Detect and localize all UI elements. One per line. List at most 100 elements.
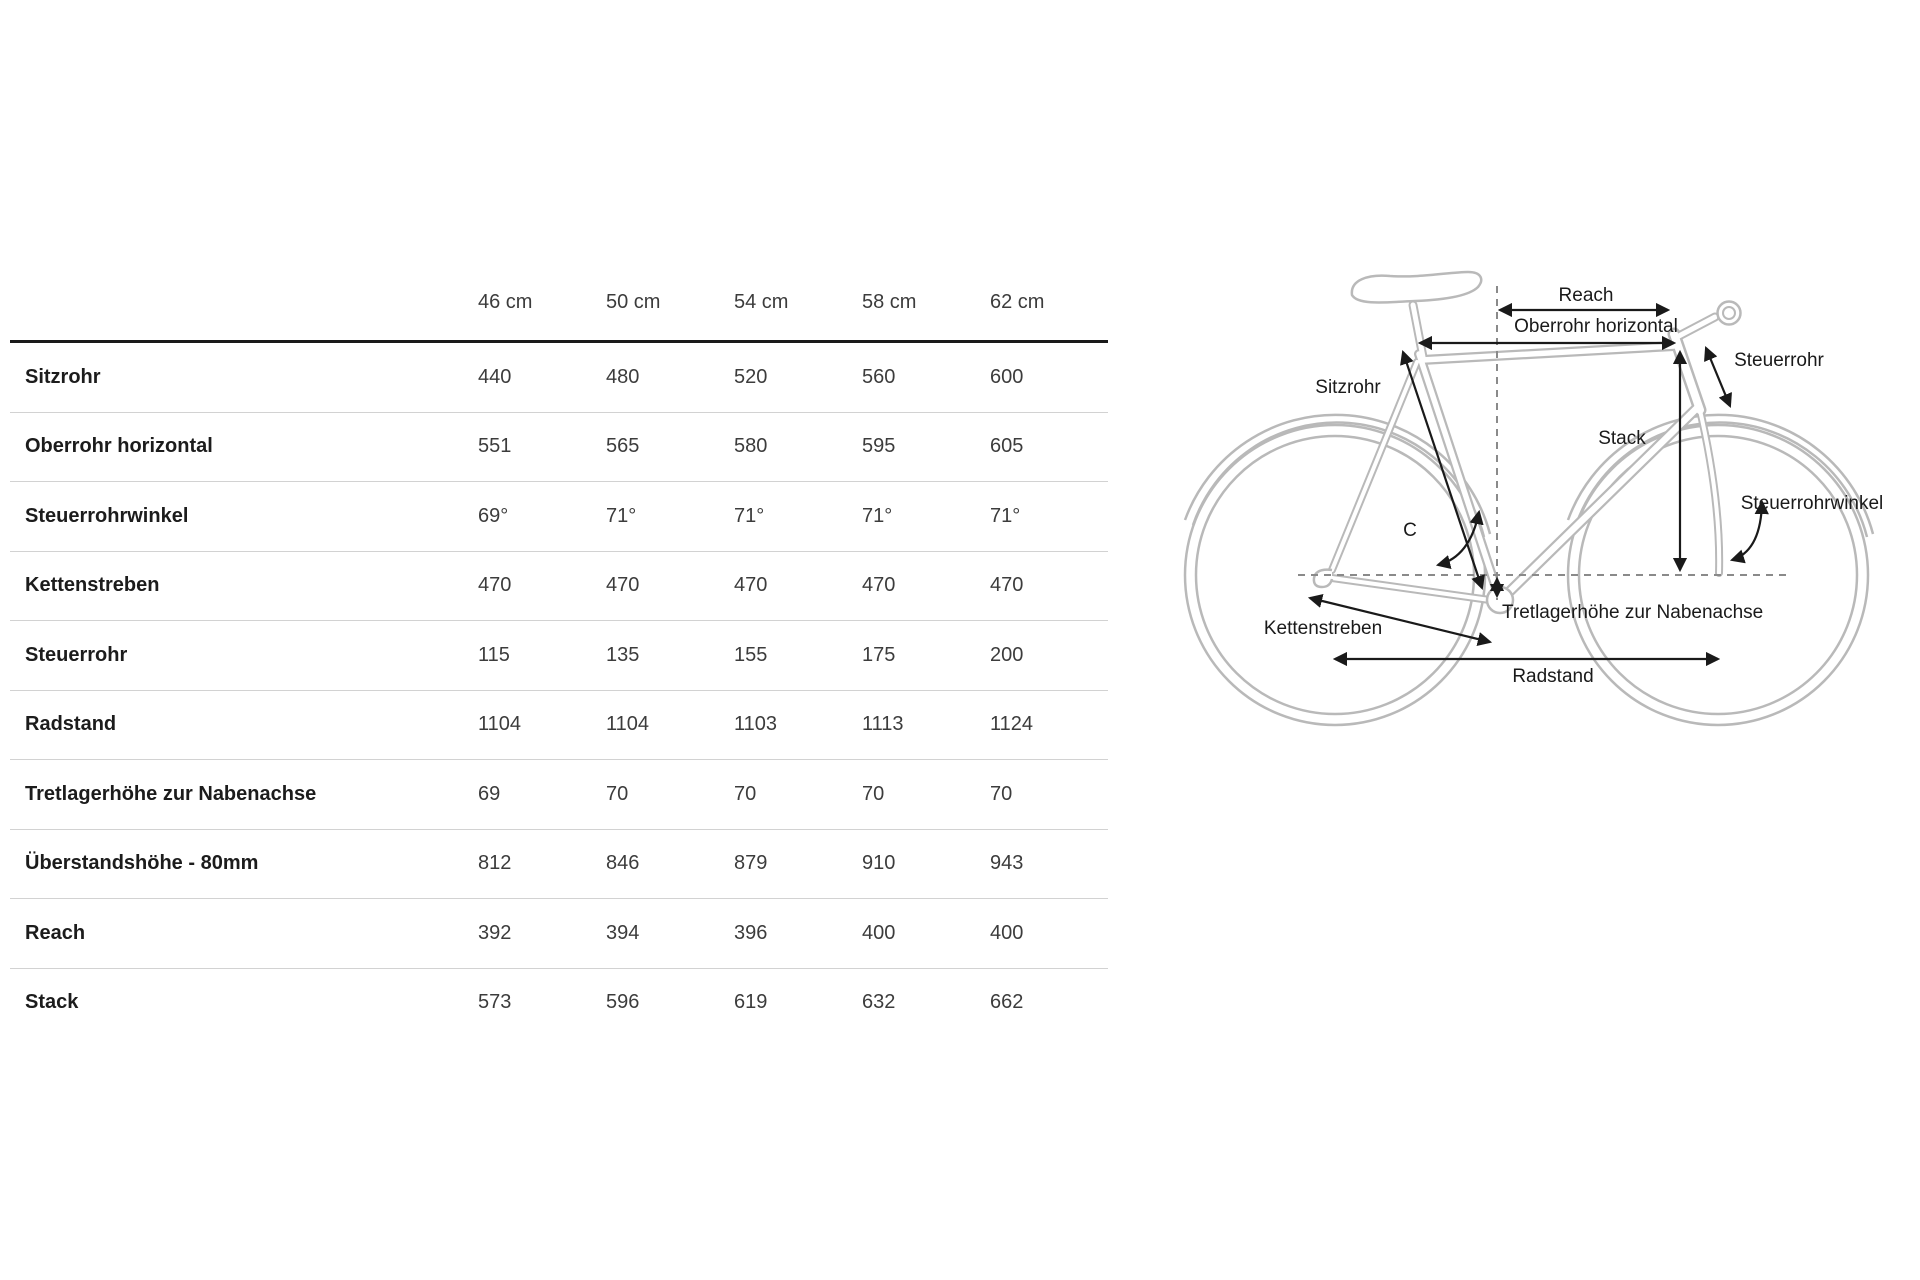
row-label: Radstand xyxy=(25,713,117,736)
handlebar-icon xyxy=(1716,300,1742,326)
table-row: Reach 392 394 396 400 400 xyxy=(10,899,1108,969)
steuerrohr-label: Steuerrohr xyxy=(1734,350,1824,371)
row-value: 71° xyxy=(990,504,1021,527)
row-label: Oberrohr horizontal xyxy=(25,435,213,458)
steuerrohrwinkel-arc xyxy=(1729,499,1769,564)
row-value: 396 xyxy=(734,921,768,944)
row-value: 71° xyxy=(862,504,893,527)
row-value: 400 xyxy=(862,921,896,944)
rear-fender-inner xyxy=(1191,421,1486,538)
row-value: 70 xyxy=(734,782,757,805)
table-row: Überstandshöhe - 80mm 812 846 879 910 943 xyxy=(10,830,1108,899)
table-row: Oberrohr horizontal 551 565 580 595 605 xyxy=(10,413,1108,482)
row-value: 400 xyxy=(990,921,1024,944)
kettenstreben-label: Kettenstreben xyxy=(1263,618,1383,639)
row-value: 70 xyxy=(606,782,629,805)
size-header-54-cm: 54 cm xyxy=(734,291,789,313)
row-value: 392 xyxy=(478,921,512,944)
steuerrohr-arrow xyxy=(1704,346,1732,408)
geometry-table-body: Sitzrohr 440 480 520 560 600 Oberrohr horizont… xyxy=(10,340,1108,1037)
row-value: 470 xyxy=(606,574,640,597)
table-row: Radstand 1104 1104 1103 1113 1124 xyxy=(10,691,1108,760)
row-value: 600 xyxy=(990,365,1024,388)
size-header-row: 46 cm 50 cm 54 cm 58 cm 62 cm xyxy=(10,255,1108,340)
bike-geometry-diagram xyxy=(1183,270,1875,727)
front-wheel xyxy=(1566,423,1870,727)
row-label: Stack xyxy=(25,991,79,1014)
row-value: 846 xyxy=(606,852,640,875)
row-value: 879 xyxy=(734,852,768,875)
row-value: 200 xyxy=(990,643,1024,666)
stack-label: Stack xyxy=(1598,428,1646,449)
row-value: 580 xyxy=(734,435,768,458)
table-row: Steuerrohr 115 135 155 175 200 xyxy=(10,621,1108,691)
row-value: 1124 xyxy=(990,713,1034,736)
row-value: 69 xyxy=(478,782,501,805)
row-value: 520 xyxy=(734,365,768,388)
size-header-58-cm: 58 cm xyxy=(862,291,917,313)
row-value: 394 xyxy=(606,921,640,944)
row-value: 135 xyxy=(606,643,640,666)
row-label: Kettenstreben xyxy=(25,574,160,597)
row-value: 175 xyxy=(862,643,896,666)
row-value: 470 xyxy=(862,574,896,597)
front-fender-inner xyxy=(1574,421,1869,538)
row-value: 115 xyxy=(478,643,510,666)
row-value: 470 xyxy=(734,574,768,597)
row-value: 596 xyxy=(606,991,640,1014)
row-value: 70 xyxy=(990,782,1013,805)
table-row: Tretlagerhöhe zur Nabenachse 69 70 70 70 70 xyxy=(10,760,1108,830)
seat-angle-arc xyxy=(1435,509,1484,569)
row-label: Sitzrohr xyxy=(25,365,101,388)
table-row: Steuerrohrwinkel 69° 71° 71° 71° 71° xyxy=(10,482,1108,552)
table-row: Kettenstreben 470 470 470 470 470 xyxy=(10,552,1108,621)
row-value: 565 xyxy=(606,435,640,458)
row-value: 1104 xyxy=(606,713,650,736)
size-header-50-cm: 50 cm xyxy=(606,291,661,313)
row-value: 155 xyxy=(734,643,768,666)
geometry-table: 46 cm 50 cm 54 cm 58 cm 62 cm Sitzrohr 440 480… xyxy=(10,255,1108,1037)
row-value: 70 xyxy=(862,782,885,805)
row-label: Steuerrohrwinkel xyxy=(25,504,189,527)
row-label: Reach xyxy=(25,921,86,944)
oberrohr-horizontal-label: Oberrohr horizontal xyxy=(1514,316,1678,337)
row-value: 619 xyxy=(734,991,768,1014)
row-value: 551 xyxy=(478,435,512,458)
row-label: Tretlagerhöhe zur Nabenachse xyxy=(25,782,317,805)
sitzrohr-label: Sitzrohr xyxy=(1315,377,1381,398)
tretlagerhoehe-label: Tretlagerhöhe zur Nabenachse xyxy=(1502,602,1764,623)
row-value: 71° xyxy=(734,504,765,527)
row-value: 573 xyxy=(478,991,512,1014)
steuerrohrwinkel-label: Steuerrohrwinkel xyxy=(1740,493,1884,514)
row-value: 470 xyxy=(990,574,1024,597)
table-row: Stack 573 596 619 632 662 xyxy=(10,969,1108,1038)
row-value: 812 xyxy=(478,852,512,875)
row-value: 69° xyxy=(478,504,509,527)
size-header-46-cm: 46 cm xyxy=(478,291,533,313)
row-value: 910 xyxy=(862,852,896,875)
row-value: 632 xyxy=(862,991,896,1014)
rear-dropout xyxy=(1312,568,1334,589)
handlebar-icon-inner xyxy=(1722,306,1736,320)
table-row: Sitzrohr 440 480 520 560 600 xyxy=(10,343,1108,413)
row-value: 1113 xyxy=(862,713,904,736)
size-header-62-cm: 62 cm xyxy=(990,291,1045,313)
row-value: 560 xyxy=(862,365,896,388)
row-value: 662 xyxy=(990,991,1024,1014)
sitzrohr-arrow xyxy=(1400,349,1485,591)
radstand-label: Radstand xyxy=(1512,666,1594,687)
row-value: 1103 xyxy=(734,713,778,736)
row-value: 470 xyxy=(478,574,512,597)
front-fender xyxy=(1566,413,1875,535)
saddle-icon xyxy=(1350,270,1483,304)
row-value: 595 xyxy=(862,435,896,458)
row-value: 480 xyxy=(606,365,640,388)
kettenstreben-arrow xyxy=(1307,593,1493,647)
row-value: 1104 xyxy=(478,713,522,736)
reach-label: Reach xyxy=(1558,285,1614,306)
row-label: Steuerrohr xyxy=(25,643,128,666)
row-value: 943 xyxy=(990,852,1024,875)
row-value: 440 xyxy=(478,365,512,388)
seat-angle-label: C xyxy=(1403,520,1417,541)
row-value: 605 xyxy=(990,435,1024,458)
